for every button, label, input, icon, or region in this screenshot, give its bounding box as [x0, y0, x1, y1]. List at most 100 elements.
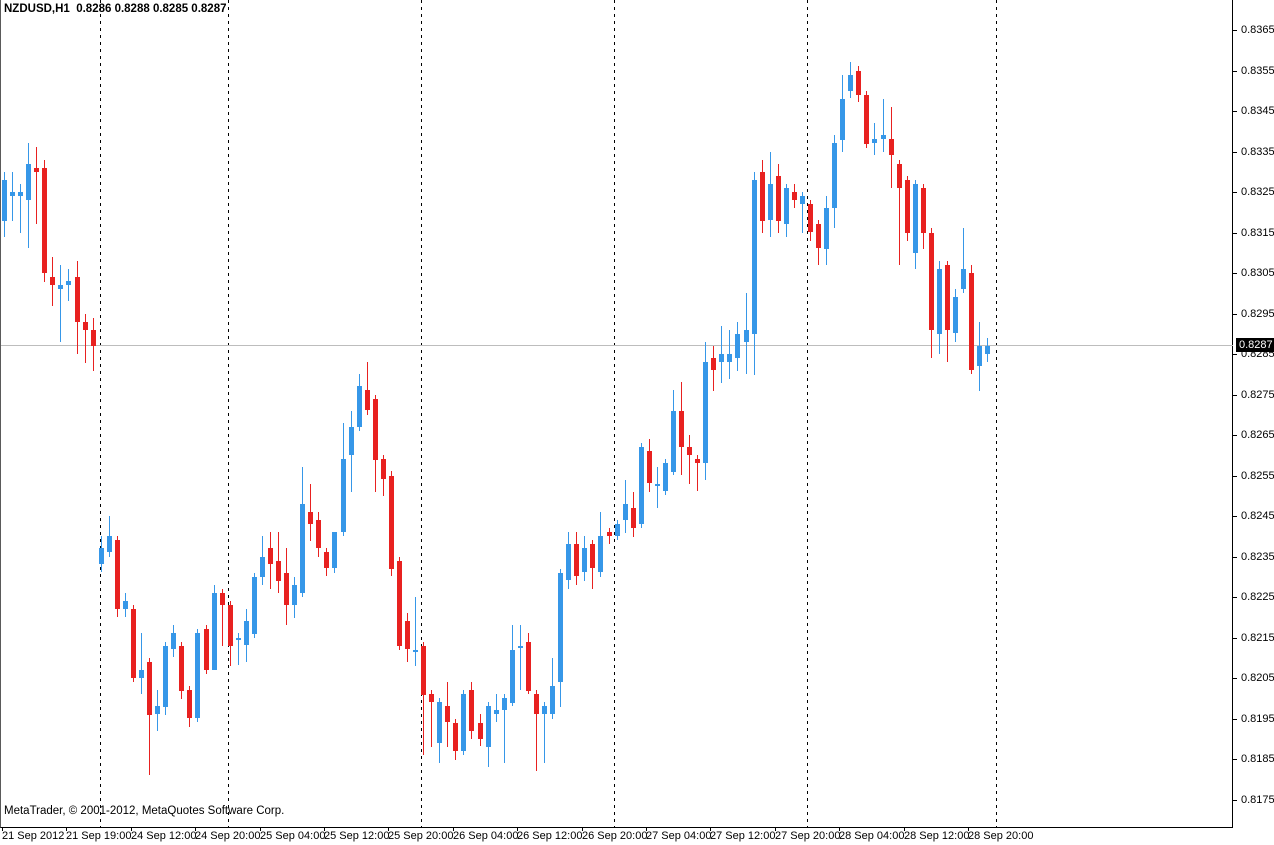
price-tick [1233, 152, 1237, 153]
candle-bullish [171, 633, 176, 649]
time-tick [775, 828, 776, 831]
candle-bullish [212, 593, 217, 670]
candle-bearish [921, 188, 926, 233]
candle-wick [36, 147, 37, 224]
price-tick [1233, 476, 1237, 477]
price-axis-label: 0.8185 [1241, 753, 1274, 765]
candle-bullish [655, 484, 660, 486]
time-axis-label: 25 Sep 04:00 [260, 830, 326, 842]
candle-wick [883, 99, 884, 152]
price-axis-label: 0.8195 [1241, 713, 1274, 725]
price-axis-label: 0.8285 [1241, 348, 1274, 360]
candle-bearish [534, 694, 539, 714]
time-axis-label: 28 Sep 12:00 [904, 830, 970, 842]
candle-bearish [574, 544, 579, 576]
time-axis-label: 26 Sep 20:00 [582, 830, 648, 842]
time-axis-label: 27 Sep 12:00 [710, 830, 776, 842]
time-tick [968, 828, 969, 831]
candle-wick [60, 265, 61, 342]
candle-bullish [155, 706, 160, 714]
time-axis-label: 27 Sep 04:00 [646, 830, 712, 842]
candle-bullish [961, 269, 966, 289]
price-tick [1233, 638, 1237, 639]
candle-bullish [260, 557, 265, 577]
time-axis-label: 28 Sep 20:00 [968, 830, 1034, 842]
time-axis-label: 26 Sep 04:00 [453, 830, 519, 842]
candle-bullish [494, 710, 499, 714]
candle-bearish [308, 512, 313, 524]
candle-wick [238, 633, 239, 665]
price-tick [1233, 557, 1237, 558]
time-axis-label: 25 Sep 12:00 [324, 830, 390, 842]
candle-bearish [607, 532, 612, 536]
candle-bullish [937, 269, 942, 334]
candle-bullish [558, 573, 563, 682]
candle-bearish [889, 139, 894, 155]
plot-area[interactable] [0, 0, 1233, 828]
day-separator-gridline [613, 0, 615, 827]
candle-wick [367, 362, 368, 415]
candle-bullish [744, 330, 749, 342]
candle-bearish [929, 233, 934, 330]
candle-bullish [542, 706, 547, 714]
current-price-marker: 0.8287 [1236, 338, 1274, 352]
price-axis-label: 0.8215 [1241, 632, 1274, 644]
candle-bullish [752, 180, 757, 334]
time-axis-label: 24 Sep 12:00 [131, 830, 197, 842]
candle-wick [504, 694, 505, 763]
time-axis-label: 26 Sep 12:00 [517, 830, 583, 842]
candle-bearish [389, 476, 394, 569]
candle-bearish [365, 390, 370, 410]
candle-bullish [582, 548, 587, 572]
price-axis-label: 0.8205 [1241, 672, 1274, 684]
price-tick [1233, 233, 1237, 234]
candle-bullish [341, 459, 346, 532]
price-tick [1233, 71, 1237, 72]
candle-bearish [478, 723, 483, 739]
time-axis-label: 25 Sep 20:00 [388, 830, 454, 842]
candle-bullish [832, 143, 837, 208]
price-tick [1233, 354, 1237, 355]
candle-bearish [42, 168, 47, 273]
day-separator-gridline [100, 0, 101, 827]
time-tick [260, 828, 261, 831]
candle-bearish [631, 508, 636, 528]
candle-bullish [671, 411, 676, 472]
candle-bearish [856, 71, 861, 95]
time-tick [904, 828, 905, 831]
candle-bearish [453, 723, 458, 751]
candle-wick [431, 690, 432, 747]
candle-bullish [349, 427, 354, 455]
candle-bearish [905, 180, 910, 233]
candle-bearish [776, 176, 781, 221]
candle-bearish [405, 621, 410, 649]
candle-bearish [647, 451, 652, 483]
candle-bearish [228, 605, 233, 646]
price-tick [1233, 516, 1237, 517]
time-axis-label: 27 Sep 20:00 [775, 830, 841, 842]
candle-wick [520, 625, 521, 690]
candle-bearish [324, 552, 329, 568]
candle-wick [20, 184, 21, 233]
price-axis-label: 0.8235 [1241, 551, 1274, 563]
candle-bullish [139, 670, 144, 678]
candle-bullish [413, 650, 418, 652]
candle-bullish [872, 139, 877, 143]
candle-bullish [99, 548, 104, 564]
candle-bearish [760, 172, 765, 221]
candle-bearish [816, 224, 821, 248]
candle-wick [609, 528, 610, 544]
price-axis-label: 0.8255 [1241, 470, 1274, 482]
price-tick [1233, 314, 1237, 315]
candle-bullish [623, 504, 628, 520]
candle-bearish [91, 330, 96, 346]
candle-bearish [220, 593, 225, 605]
candle-bearish [679, 411, 684, 447]
symbol-period-quote-label: NZDUSD,H1 0.8286 0.8288 0.8285 0.8287 [4, 3, 226, 15]
day-separator-gridline [420, 0, 422, 827]
candle-bullish [195, 633, 200, 718]
candle-bullish [913, 184, 918, 253]
candle-bullish [107, 536, 112, 552]
candle-bearish [421, 646, 426, 695]
candle-bullish [953, 297, 958, 333]
